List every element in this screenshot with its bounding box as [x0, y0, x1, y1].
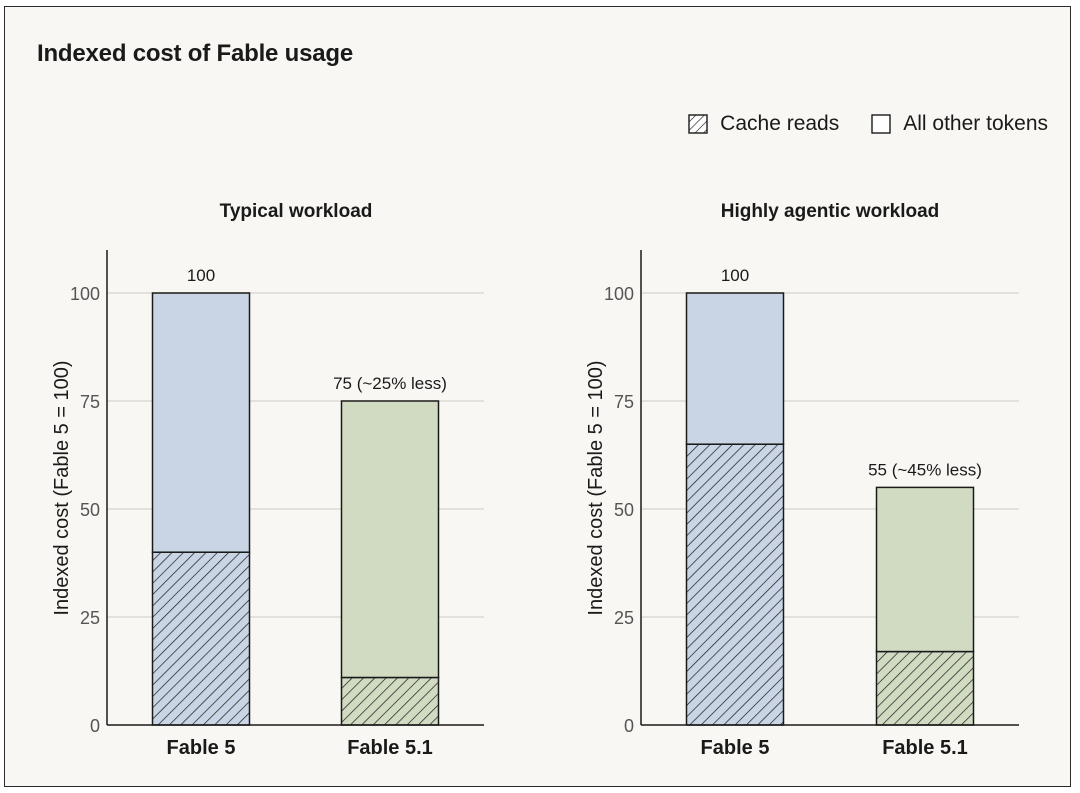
y-tick-label: 50: [614, 500, 634, 520]
panel-title-0: Typical workload: [220, 201, 373, 222]
panel-title-1: Highly agentic workload: [721, 201, 940, 222]
y-tick-label: 75: [614, 392, 634, 412]
bar-segment-other-tokens: [875, 486, 975, 653]
bar-segment-other-tokens: [685, 292, 785, 445]
legend-item-other-tokens: All other tokens: [871, 112, 1048, 136]
legend-label-cache-reads: Cache reads: [720, 112, 840, 135]
bar-segment-cache-reads: [340, 676, 440, 726]
bar-segment-cache-reads: [685, 443, 785, 726]
bar-segment-cache-reads: [875, 650, 975, 726]
empty-swatch-icon: [871, 114, 891, 134]
y-tick-label: 25: [614, 608, 634, 628]
y-tick-label: 50: [80, 500, 100, 520]
x-category-label: Fable 5.1: [347, 737, 433, 759]
y-tick-label: 100: [70, 284, 100, 304]
bar-segment-cache-reads: [151, 551, 251, 726]
y-axis-title: Indexed cost (Fable 5 = 100): [585, 360, 607, 615]
y-tick-label: 0: [624, 716, 634, 736]
x-category-label: Fable 5: [167, 737, 236, 759]
hatched-swatch-icon: [688, 114, 708, 134]
x-category-label: Fable 5: [701, 737, 770, 759]
y-tick-label: 100: [604, 284, 634, 304]
bar-segment-other-tokens: [151, 292, 251, 553]
legend-item-cache-reads: Cache reads: [688, 112, 839, 136]
y-tick-label: 25: [80, 608, 100, 628]
y-axis-title: Indexed cost (Fable 5 = 100): [51, 360, 73, 615]
bar-data-label: 100: [187, 266, 215, 285]
x-category-label: Fable 5.1: [882, 737, 968, 759]
bar-data-label: 100: [721, 266, 749, 285]
legend: Cache reads All other tokens: [688, 112, 1048, 136]
legend-label-other-tokens: All other tokens: [903, 112, 1048, 135]
bar-data-label: 75 (~25% less): [333, 374, 447, 393]
y-tick-label: 75: [80, 392, 100, 412]
bar-segment-other-tokens: [340, 400, 440, 679]
chart-title: Indexed cost of Fable usage: [37, 40, 354, 67]
bar-data-label: 55 (~45% less): [868, 460, 982, 479]
y-tick-label: 0: [90, 716, 100, 736]
